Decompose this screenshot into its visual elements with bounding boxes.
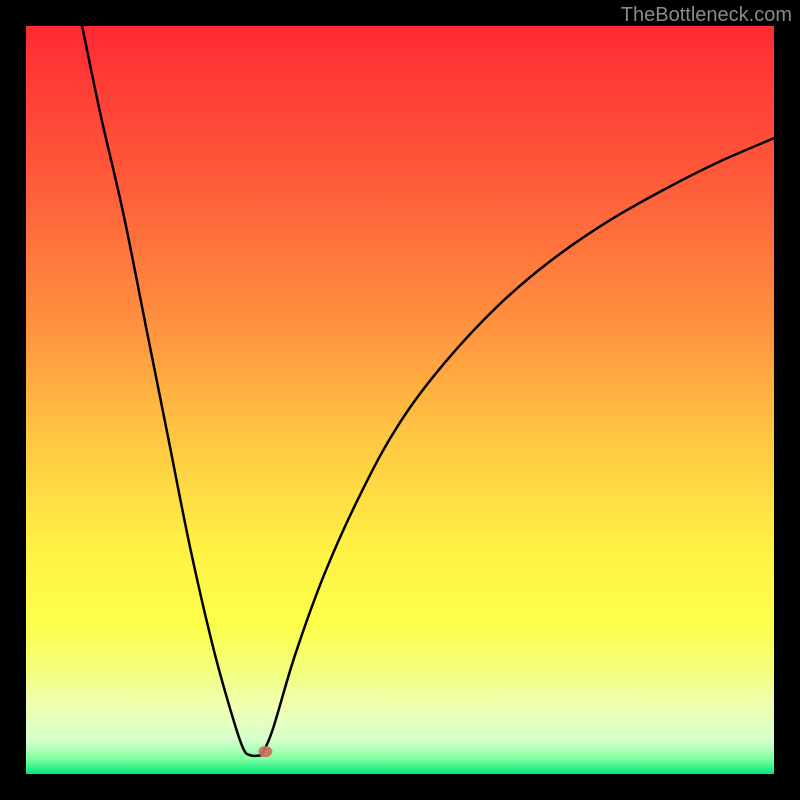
bottleneck-chart — [26, 26, 774, 774]
watermark-text: TheBottleneck.com — [621, 4, 792, 27]
chart-background — [26, 26, 774, 774]
bottleneck-marker — [258, 746, 272, 757]
chart-container — [26, 26, 774, 774]
